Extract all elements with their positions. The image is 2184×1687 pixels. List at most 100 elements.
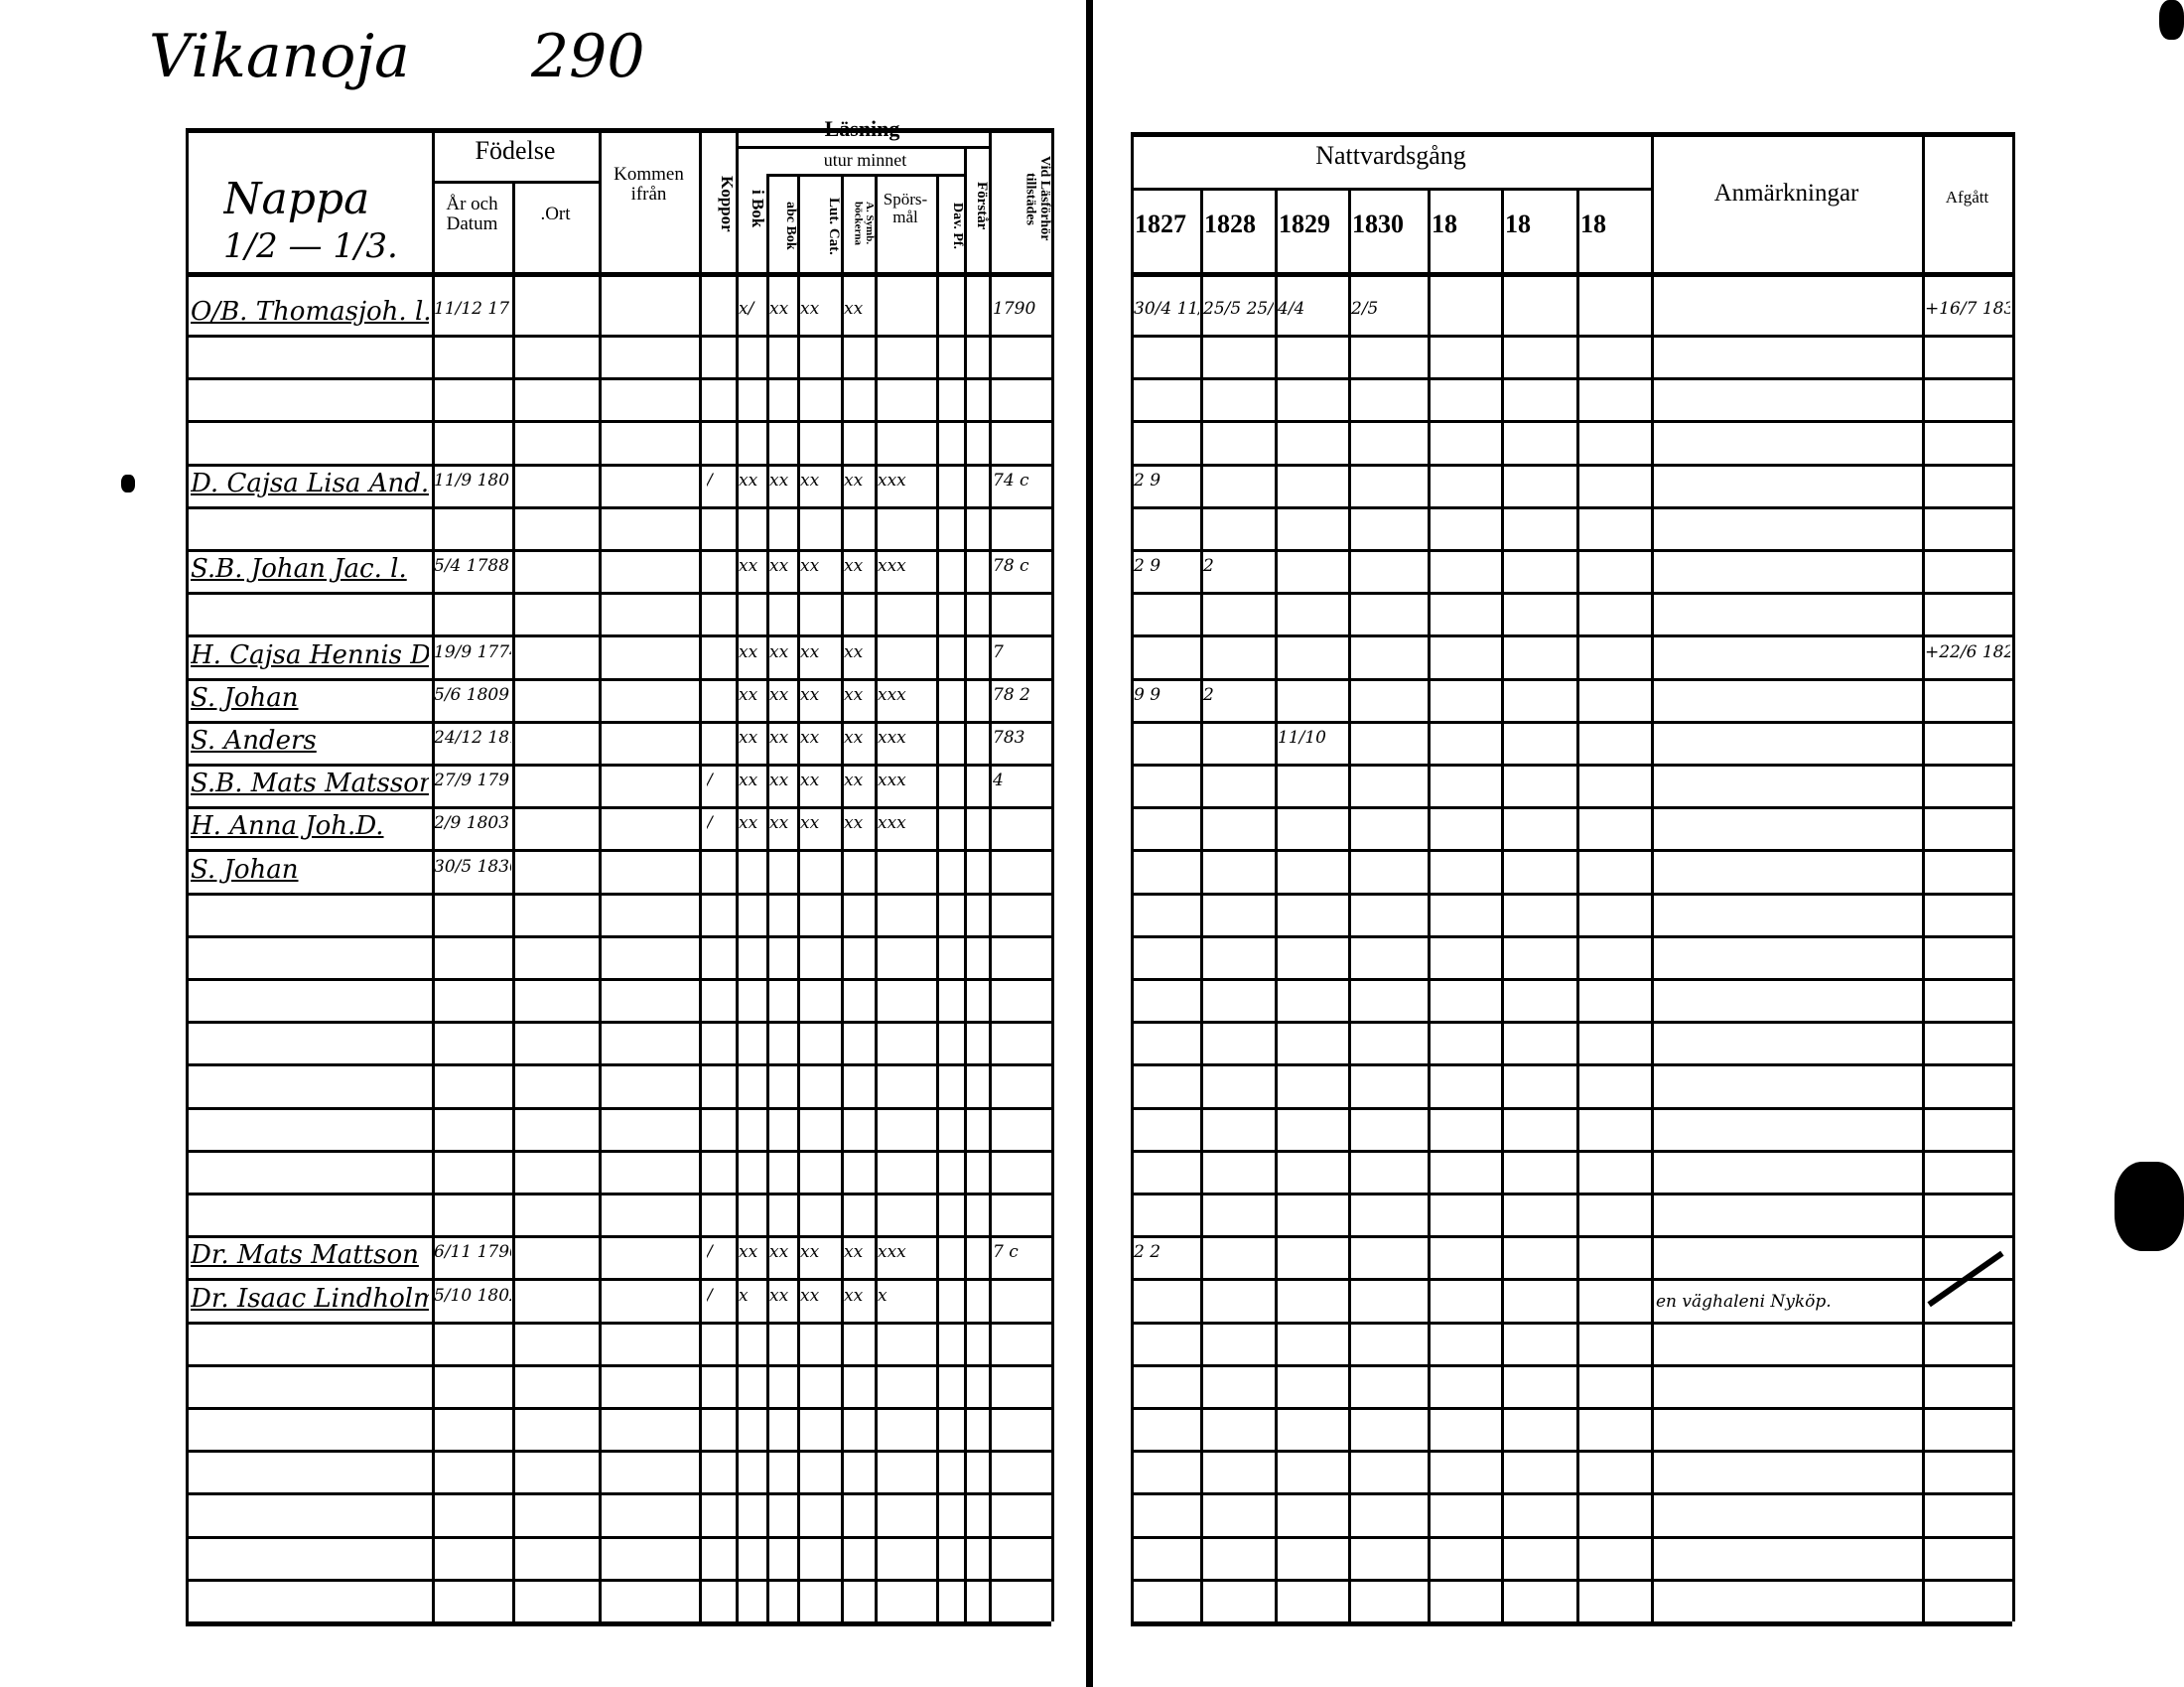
person-name: S. Anders [191, 726, 317, 756]
reading-mark: xx [739, 813, 758, 834]
reading-mark: xx [844, 470, 864, 491]
row-rule [1131, 634, 2012, 638]
reading-mark: xx [769, 1242, 789, 1263]
row-rule [1131, 1235, 2012, 1239]
reading-mark: xx [844, 684, 864, 705]
row-rule [1131, 1535, 2012, 1539]
column-rule [1428, 188, 1431, 1621]
birth-date: 30/5 1830 [434, 856, 511, 877]
column-rule [841, 174, 844, 1621]
row-rule [186, 1407, 1051, 1410]
place-heading: Vikanoja [149, 22, 410, 91]
reading-mark: xx [769, 684, 789, 705]
row-rule [186, 1106, 1051, 1110]
row-rule [1131, 463, 2012, 467]
row-rule [186, 592, 1051, 596]
person-name: S. Johan [191, 682, 299, 713]
reading-mark: xxx [878, 556, 906, 577]
header-i-bok: i Bok [749, 189, 767, 228]
header-anmarkningar: Anmärkningar [1713, 180, 1859, 207]
row-rule [1131, 720, 2012, 724]
koppor-mark: / [707, 470, 713, 491]
examination-attendance: 74 c [993, 470, 1029, 491]
header-rule [736, 146, 989, 149]
reading-mark: xx [739, 771, 758, 791]
birth-date: 19/9 1774 [434, 641, 511, 662]
row-rule [1131, 1363, 2012, 1367]
column-rule [699, 128, 702, 1621]
examination-attendance: 1790 [993, 299, 1036, 319]
reading-mark: xx [800, 728, 820, 748]
header-year: 18 [1432, 210, 1457, 238]
header-year: 1827 [1135, 210, 1186, 238]
row-rule [186, 806, 1051, 810]
person-name: D. Cajsa Lisa And.D. [191, 468, 429, 498]
row-rule [1131, 849, 2012, 853]
row-rule [186, 1063, 1051, 1067]
reading-mark: xx [800, 1285, 820, 1306]
row-rule [1131, 1063, 2012, 1067]
column-rule [512, 181, 515, 1621]
person-name: Dr. Mats Mattson [191, 1240, 419, 1271]
table-top-border [1131, 132, 2012, 137]
birth-date: 5/10 1802 [434, 1285, 511, 1306]
koppor-mark: / [707, 771, 713, 791]
row-rule [186, 505, 1051, 509]
header-year: 1828 [1204, 210, 1256, 238]
reading-mark: x [878, 1285, 887, 1306]
row-rule [1131, 505, 2012, 509]
reading-mark: xx [769, 813, 789, 834]
header-year: 18 [1580, 210, 1606, 238]
reading-mark: xx [739, 1242, 758, 1263]
remark: en väghaleni Nyköp. [1656, 1291, 1832, 1312]
row-rule [186, 1535, 1051, 1539]
book-spine [1086, 0, 1093, 1687]
header-bottom-rule [186, 272, 1051, 277]
header-vid-lasforhor: Vid Läsförhör tillstädes [1023, 156, 1052, 241]
reading-mark: xx [800, 641, 820, 662]
reading-mark: xx [739, 556, 758, 577]
communion-date: 2 [1203, 556, 1214, 577]
ink-blot [121, 475, 135, 492]
column-rule [1275, 188, 1278, 1621]
examination-attendance: 4 [993, 771, 1004, 791]
row-rule [1131, 1193, 2012, 1195]
column-rule [875, 174, 878, 1621]
row-rule [186, 634, 1051, 638]
page-number: 290 [531, 22, 645, 91]
row-rule [186, 1149, 1051, 1153]
row-rule [186, 335, 1051, 338]
header-kommen-ifran: Kommen ifrån [614, 164, 684, 205]
column-rule [797, 174, 800, 1621]
reading-mark: xx [769, 728, 789, 748]
reading-mark: xx [800, 299, 820, 319]
row-rule [1131, 1621, 2012, 1626]
koppor-mark: / [707, 813, 713, 834]
row-rule [186, 420, 1051, 424]
birth-date: 5/4 1788 [434, 556, 510, 577]
column-rule [1576, 188, 1579, 1621]
row-rule [186, 934, 1051, 938]
reading-mark: xx [769, 1285, 789, 1306]
column-rule [936, 174, 939, 1621]
reading-mark: xx [844, 813, 864, 834]
row-rule [1131, 806, 2012, 810]
reading-mark: xx [844, 641, 864, 662]
column-rule [1131, 132, 1134, 1621]
row-rule [186, 1450, 1051, 1454]
person-name: S.B. Johan Jac. l. [191, 554, 407, 585]
row-rule [1131, 764, 2012, 767]
reading-mark: xx [739, 470, 758, 491]
column-rule [989, 128, 992, 1621]
header-forstar: Förstår [974, 182, 990, 230]
row-rule [1131, 377, 2012, 381]
koppor-mark: / [707, 1242, 713, 1263]
header-rule [766, 174, 964, 177]
examination-attendance: 78 c [993, 556, 1029, 577]
birth-date: 5/6 1809 [434, 684, 510, 705]
header-fodelse: Födelse [475, 136, 556, 165]
row-rule [186, 720, 1051, 724]
reading-mark: xx [800, 684, 820, 705]
birth-date: 6/11 1796 [434, 1242, 511, 1263]
column-rule [186, 128, 189, 1621]
